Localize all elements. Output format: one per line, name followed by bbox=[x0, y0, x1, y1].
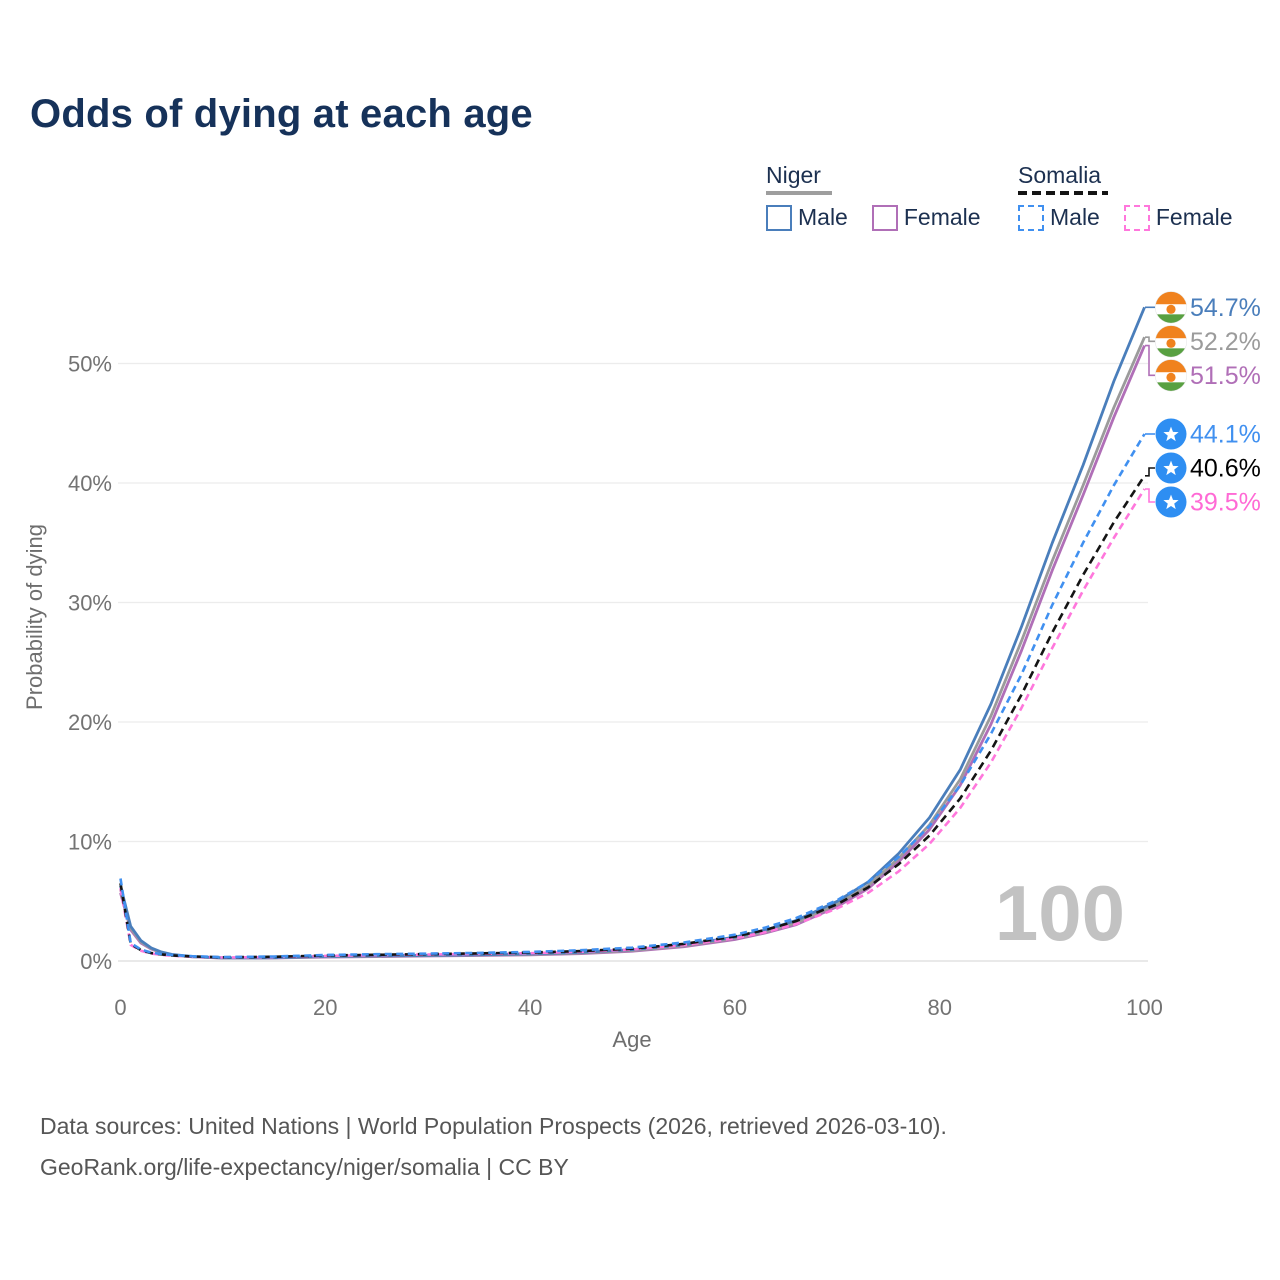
somalia-female-swatch-icon bbox=[1123, 204, 1150, 231]
chart-footer: Data sources: United Nations | World Pop… bbox=[40, 1106, 947, 1188]
legend-group-somalia-label: Somalia bbox=[1018, 162, 1102, 188]
series-line-niger-female[interactable] bbox=[119, 345, 1146, 960]
x-tick-label: 0 bbox=[114, 995, 126, 1020]
niger-solid-line-icon bbox=[766, 191, 832, 195]
series-line-niger-male[interactable] bbox=[119, 306, 1146, 960]
y-tick-label: 30% bbox=[68, 591, 112, 616]
y-tick-label: 40% bbox=[68, 471, 112, 496]
mortality-chart[interactable]: 0% 10% 20% 30% 40% 50% 0 20 40 60 80 100 Probability… bbox=[0, 250, 1280, 1080]
niger-male-swatch-icon bbox=[766, 204, 792, 231]
y-tick-label: 50% bbox=[68, 352, 112, 377]
end-label-niger-both: 52.2% bbox=[1190, 328, 1261, 356]
legend-item-label: Male bbox=[798, 204, 848, 230]
x-axis-title: Age bbox=[612, 1027, 651, 1052]
somalia-male-swatch-icon bbox=[1018, 204, 1044, 231]
end-label-somalia-both: 40.6% bbox=[1190, 455, 1261, 483]
x-tick-label: 40 bbox=[518, 995, 542, 1020]
legend-item-niger-female[interactable]: Female bbox=[871, 204, 981, 231]
somalia-flag-icon bbox=[1155, 418, 1187, 450]
end-label-connector bbox=[1145, 336, 1155, 343]
page-title: Odds of dying at each age bbox=[30, 92, 533, 136]
end-label-niger-male: 54.7% bbox=[1190, 294, 1261, 322]
hover-age-watermark: 100 bbox=[995, 869, 1125, 957]
attribution-text: GeoRank.org/life-expectancy/niger/somali… bbox=[40, 1154, 569, 1180]
legend-item-label: Male bbox=[1050, 204, 1100, 230]
x-tick-label: 60 bbox=[723, 995, 747, 1020]
x-tick-label: 80 bbox=[927, 995, 951, 1020]
legend-group-somalia: Somalia Male Female bbox=[1018, 163, 1233, 231]
y-axis-title: Probability of dying bbox=[22, 524, 47, 710]
legend-item-somalia-male[interactable]: Male bbox=[1018, 204, 1100, 231]
legend-item-label: Female bbox=[1155, 204, 1233, 230]
niger-flag-icon bbox=[1155, 325, 1187, 358]
somalia-flag-icon bbox=[1155, 452, 1187, 484]
legend-item-niger-male[interactable]: Male bbox=[766, 204, 848, 231]
legend-group-niger: Niger Male Female bbox=[766, 163, 1018, 231]
niger-female-swatch-icon bbox=[871, 204, 898, 231]
y-tick-label: 20% bbox=[68, 710, 112, 735]
end-label-connector bbox=[1145, 344, 1155, 377]
end-label-somalia-female: 39.5% bbox=[1190, 489, 1261, 517]
legend-item-label: Female bbox=[903, 204, 981, 230]
x-tick-label: 100 bbox=[1126, 995, 1163, 1020]
x-tick-label: 20 bbox=[313, 995, 337, 1020]
end-label-niger-female: 51.5% bbox=[1190, 362, 1261, 390]
niger-flag-icon bbox=[1155, 359, 1187, 392]
series-line-niger-both[interactable] bbox=[119, 336, 1146, 960]
end-label-somalia-male: 44.1% bbox=[1190, 421, 1261, 449]
series-line-somalia-male[interactable] bbox=[119, 433, 1146, 959]
somalia-flag-icon bbox=[1155, 486, 1187, 518]
y-tick-label: 10% bbox=[68, 830, 112, 855]
end-label-connector bbox=[1145, 467, 1155, 477]
legend-group-niger-label: Niger bbox=[766, 162, 821, 188]
end-label-connector bbox=[1145, 488, 1155, 503]
data-sources-text: Data sources: United Nations | World Pop… bbox=[40, 1113, 947, 1139]
legend-item-somalia-female[interactable]: Female bbox=[1123, 204, 1233, 231]
chart-legend: Niger Male Female Somalia bbox=[766, 163, 1233, 231]
y-tick-label: 0% bbox=[80, 949, 112, 974]
niger-flag-icon bbox=[1155, 291, 1187, 324]
somalia-dashed-line-icon bbox=[1018, 191, 1108, 195]
